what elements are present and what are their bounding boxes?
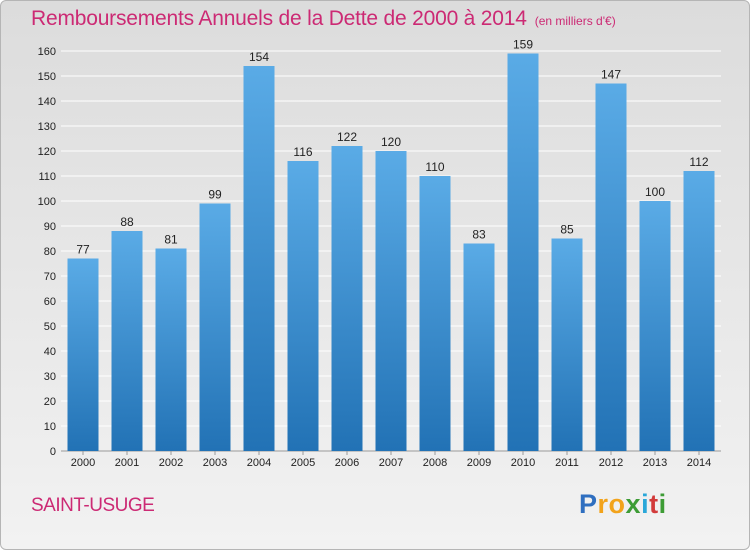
bar-2003 [199,203,231,451]
y-tick-label: 20 [44,396,56,408]
x-tick-label: 2006 [335,457,359,469]
y-tick-label: 120 [38,146,56,158]
bar-2007 [375,151,407,451]
bar-2011 [551,238,583,451]
x-tick-label: 2007 [379,457,403,469]
proxiti-logo: Proxiti [579,489,667,519]
x-tick-label: 2002 [159,457,183,469]
bar-2014 [683,171,715,451]
x-tick-label: 2005 [291,457,315,469]
y-tick-label: 80 [44,246,56,258]
value-label: 99 [208,188,222,202]
value-label: 159 [513,38,533,52]
value-label: 154 [249,50,269,64]
value-label: 83 [472,228,486,242]
bar-2008 [419,176,451,451]
bar-2010 [507,53,539,451]
bar-2006 [331,146,363,451]
commune-name: SAINT-USUGE [31,495,155,516]
value-label: 85 [560,223,574,237]
y-tick-label: 60 [44,296,56,308]
bar-2000 [67,258,99,451]
bar-2005 [287,161,319,451]
bars [67,53,715,451]
value-label: 122 [337,130,357,144]
x-tick-label: 2000 [71,457,95,469]
chart-title: Remboursements Annuels de la Dette de 20… [31,7,527,30]
y-axis-ticks: 0 10 20 30 40 50 60 70 80 90 100 110 120 130 140 150 160 [38,46,56,458]
value-label: 88 [120,215,134,229]
bar-2009 [463,243,495,451]
bar-2004 [243,66,275,451]
value-label: 81 [164,233,178,247]
x-tick-label: 2004 [247,457,271,469]
y-tick-label: 90 [44,221,56,233]
y-tick-label: 50 [44,321,56,333]
chart-unit-note: (en milliers d'€) [534,14,616,28]
x-axis-ticks: 2000 2001 2002 2003 2004 2005 2006 2007 2008 2009… [71,451,711,469]
y-tick-label: 70 [44,271,56,283]
bar-2001 [111,231,143,451]
y-tick-label: 110 [38,171,56,183]
x-tick-label: 2008 [423,457,447,469]
x-tick-label: 2003 [203,457,227,469]
y-tick-label: 160 [38,46,56,58]
y-tick-label: 30 [44,371,56,383]
chart-title-block: Remboursements Annuels de la Dette de 20… [31,7,616,31]
x-tick-label: 2012 [599,457,623,469]
x-tick-label: 2009 [467,457,491,469]
value-label: 112 [689,155,708,169]
y-tick-label: 40 [44,346,56,358]
x-tick-label: 2013 [643,457,667,469]
y-tick-label: 130 [38,121,56,133]
y-tick-label: 100 [38,196,56,208]
value-label: 116 [293,145,312,159]
x-tick-label: 2014 [687,457,711,469]
y-tick-label: 140 [38,96,56,108]
x-tick-label: 2010 [511,457,535,469]
value-labels: 77 88 81 99 154 116 122 120 110 83 159 85 147 100 112 [76,38,709,257]
y-tick-label: 150 [38,71,56,83]
value-label: 147 [601,68,621,82]
value-label: 120 [381,135,401,149]
x-tick-label: 2001 [115,457,139,469]
bar-2013 [639,201,671,451]
value-label: 110 [425,160,444,174]
bar-2002 [155,248,187,451]
y-tick-label: 10 [44,421,56,433]
bar-2012 [595,83,627,451]
value-label: 77 [76,243,90,257]
value-label: 100 [645,185,665,199]
y-tick-label: 0 [50,446,56,458]
x-tick-label: 2011 [555,457,579,469]
